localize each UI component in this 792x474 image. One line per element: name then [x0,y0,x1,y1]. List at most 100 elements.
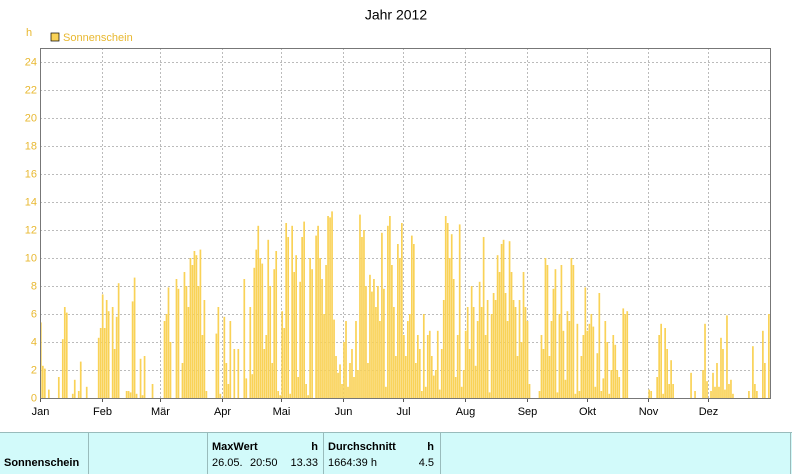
x-tick-label: Okt [579,406,596,418]
bar [578,391,581,398]
bar [650,391,653,398]
bar [189,258,192,398]
bar [105,300,108,398]
bar [65,312,68,398]
bar [672,384,674,398]
bar [456,335,459,398]
y-tick-label: 12 [25,224,37,236]
bar [556,392,559,398]
bar [379,321,381,398]
bar [163,321,166,398]
bar [263,349,266,398]
bar [554,269,557,398]
bar [432,375,435,398]
bar [361,237,363,398]
bar [103,328,106,398]
stats-cell: 4.5 [419,457,434,469]
bar [460,386,463,398]
bar [265,335,268,398]
bar [229,321,232,398]
bar [385,386,387,398]
bar [357,370,359,398]
bar [694,391,696,398]
bar [478,281,481,398]
bar [283,328,286,398]
bar [464,330,467,398]
bar [474,365,477,398]
bar [732,393,734,398]
bar [448,258,451,398]
bar [664,328,666,398]
bar [748,391,750,398]
x-tick-label: Jun [335,406,353,418]
bar [504,293,507,398]
bar [349,363,351,398]
bar [486,300,489,398]
bar [269,286,272,398]
y-tick-label: 20 [25,112,37,124]
bar [622,308,625,398]
bar [610,370,613,398]
bar [63,307,66,398]
bar [85,386,88,398]
bar [391,265,393,398]
bar [273,269,276,398]
bar [658,335,661,398]
bar [712,372,714,398]
bar [566,311,569,398]
bar [267,239,270,398]
x-tick-label: Mär [151,406,170,418]
bar [608,393,611,398]
bar [540,335,543,398]
bar [199,249,202,398]
bar [351,349,353,398]
bar [253,267,256,398]
bar [319,258,321,398]
bar [133,277,136,398]
bar [518,300,521,398]
bar [225,363,228,398]
bar [568,321,571,398]
bar [165,314,168,398]
bar [245,378,248,398]
bar [79,361,82,398]
bar [175,279,178,398]
bar [528,384,531,398]
bar [408,314,411,398]
bar [596,353,599,398]
bar [401,223,403,398]
bar [412,244,415,398]
bar [426,335,429,398]
bar [482,237,485,398]
bar [261,263,264,398]
bar [293,272,296,398]
bar [217,307,220,398]
bar [337,372,339,398]
bar [670,360,672,398]
stats-unit: h [427,441,434,453]
bar [277,391,280,398]
bar [446,223,449,398]
bar [626,311,629,398]
stats-cell: 26.05. [212,457,243,469]
bar [317,225,319,398]
bar [395,356,397,398]
bar [365,286,367,398]
stats-header: Durchschnitt [328,441,396,453]
bar [97,337,100,398]
bar [508,241,511,398]
y-tick-label: 4 [31,336,37,348]
bar [113,349,116,398]
bar [484,335,487,398]
bar [205,391,208,398]
bar [488,392,491,398]
y-tick-label: 16 [25,168,37,180]
bar [197,286,200,398]
bar [107,311,110,398]
bar [522,272,525,398]
bar [710,391,712,398]
stats-name: Sonnenschein [4,457,79,469]
bar [438,389,441,398]
y-tick-label: 14 [25,196,37,208]
stats-cell: 20:50 [250,457,278,469]
